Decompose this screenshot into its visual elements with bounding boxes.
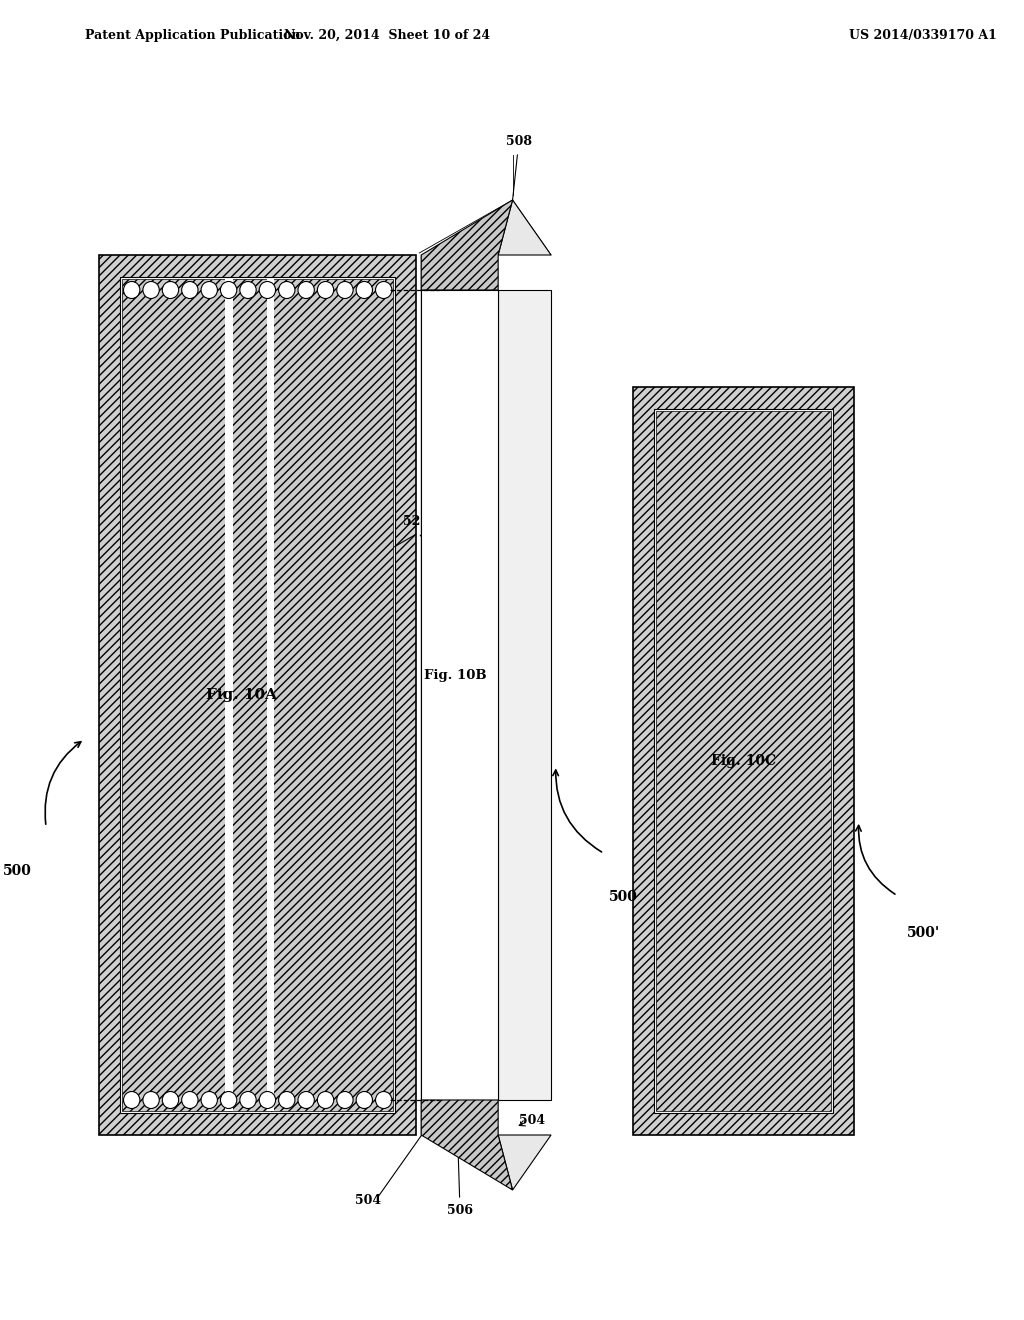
FancyBboxPatch shape	[122, 279, 393, 1111]
Circle shape	[240, 281, 256, 298]
Circle shape	[143, 281, 160, 298]
Text: Nov. 20, 2014  Sheet 10 of 24: Nov. 20, 2014 Sheet 10 of 24	[285, 29, 490, 41]
Text: Fig. 10B: Fig. 10B	[424, 668, 486, 681]
Text: 10B: 10B	[440, 269, 465, 281]
Circle shape	[143, 1092, 160, 1109]
Text: 500': 500'	[907, 927, 940, 940]
Circle shape	[201, 1092, 217, 1109]
FancyBboxPatch shape	[633, 387, 854, 1135]
FancyBboxPatch shape	[225, 279, 232, 1111]
Circle shape	[317, 281, 334, 298]
Polygon shape	[421, 1100, 513, 1191]
Circle shape	[162, 1092, 178, 1109]
Circle shape	[337, 281, 353, 298]
Circle shape	[279, 1092, 295, 1109]
FancyBboxPatch shape	[266, 279, 274, 1111]
Circle shape	[317, 1092, 334, 1109]
Circle shape	[376, 281, 392, 298]
Text: 500: 500	[3, 865, 32, 878]
Circle shape	[298, 1092, 314, 1109]
Text: 504: 504	[355, 1193, 381, 1206]
Circle shape	[220, 1092, 237, 1109]
Polygon shape	[421, 290, 498, 1100]
Circle shape	[259, 281, 275, 298]
Circle shape	[201, 281, 217, 298]
Circle shape	[279, 281, 295, 298]
Text: 506: 506	[446, 1204, 473, 1217]
Text: 10B: 10B	[440, 1110, 465, 1121]
Text: Fig. 10A: Fig. 10A	[206, 688, 278, 702]
Polygon shape	[498, 201, 551, 255]
Circle shape	[181, 281, 198, 298]
Circle shape	[337, 1092, 353, 1109]
Text: 522: 522	[403, 515, 429, 528]
FancyBboxPatch shape	[656, 411, 830, 1111]
Circle shape	[220, 281, 237, 298]
Polygon shape	[498, 290, 551, 1100]
Text: 500: 500	[608, 891, 638, 904]
Text: US 2014/0339170 A1: US 2014/0339170 A1	[849, 29, 997, 41]
Circle shape	[356, 281, 373, 298]
FancyBboxPatch shape	[654, 409, 833, 1113]
Circle shape	[376, 1092, 392, 1109]
Polygon shape	[421, 201, 513, 290]
FancyBboxPatch shape	[120, 277, 395, 1113]
Circle shape	[124, 281, 140, 298]
Text: Fig. 10C: Fig. 10C	[711, 754, 776, 768]
Text: 508: 508	[506, 135, 532, 148]
Circle shape	[298, 281, 314, 298]
Circle shape	[356, 1092, 373, 1109]
Text: Patent Application Publication: Patent Application Publication	[85, 29, 300, 41]
Circle shape	[124, 1092, 140, 1109]
FancyBboxPatch shape	[99, 255, 417, 1135]
Circle shape	[240, 1092, 256, 1109]
Text: 504: 504	[519, 1114, 545, 1126]
Circle shape	[181, 1092, 198, 1109]
Circle shape	[259, 1092, 275, 1109]
Polygon shape	[498, 1135, 551, 1191]
Circle shape	[162, 281, 178, 298]
